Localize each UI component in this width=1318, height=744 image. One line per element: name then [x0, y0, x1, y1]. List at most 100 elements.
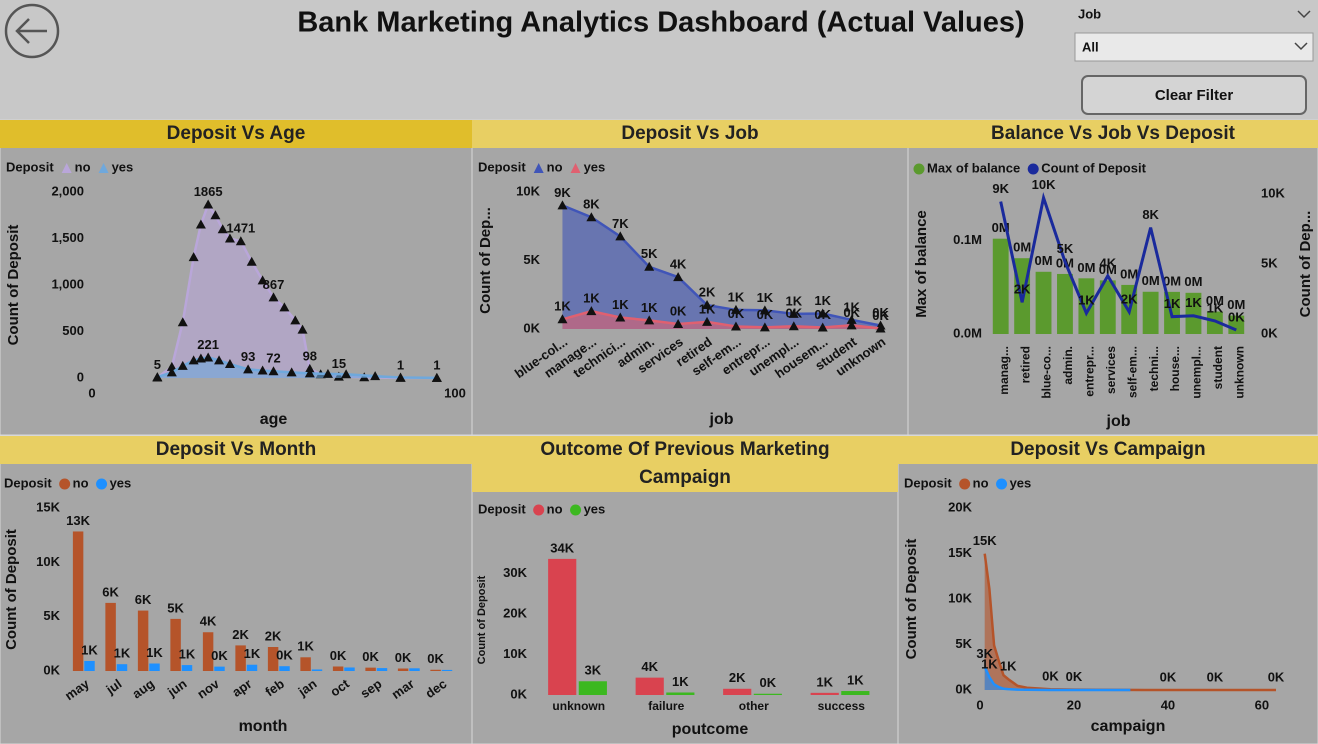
x-tick-label: entrepr... [1083, 346, 1097, 397]
data-label: 1K [672, 674, 689, 689]
bar [1057, 273, 1073, 334]
bar [992, 238, 1009, 334]
x-axis-title: job [1106, 413, 1131, 430]
back-button[interactable] [4, 3, 60, 59]
bar [332, 666, 344, 671]
data-label: 1471 [226, 221, 255, 236]
data-label: 0K [760, 675, 777, 690]
y-tick-label: 500 [62, 323, 84, 338]
data-label: 0K [728, 306, 745, 321]
data-label: 1K [583, 291, 600, 306]
page-title: Bank Marketing Analytics Dashboard (Actu… [297, 7, 1024, 39]
bar [311, 669, 323, 671]
data-label: 0M [1013, 240, 1031, 255]
y-tick-label: 30K [503, 565, 527, 580]
data-label: 0M [1120, 266, 1138, 281]
y-tick-label: 15K [948, 545, 972, 560]
legend-marker [533, 163, 544, 173]
data-label: 4K [641, 659, 658, 674]
y-tick-label: 0.1M [953, 232, 982, 247]
point-marker [152, 372, 163, 382]
legend-marker [570, 163, 581, 173]
bar [116, 664, 128, 671]
data-label: 0K [1268, 669, 1285, 684]
bar [1206, 311, 1223, 334]
data-label: 0K [211, 648, 228, 663]
data-label: 15K [973, 533, 997, 548]
dropdown-chevron[interactable] [1294, 42, 1308, 51]
point-marker [341, 369, 352, 379]
point-marker [290, 315, 301, 325]
data-label: 1K [244, 646, 261, 661]
x-tick-label: success [818, 699, 866, 713]
y-axis-title: Count of Deposit [5, 225, 22, 346]
point-marker [235, 236, 246, 246]
data-label: 0K [1066, 669, 1083, 684]
point-marker [177, 317, 188, 327]
legend-label: yes [584, 501, 606, 516]
filter-dropdown[interactable] [1074, 32, 1314, 62]
point-marker [702, 316, 713, 326]
point-marker [203, 199, 214, 209]
data-label: 2K [699, 284, 716, 299]
point-marker [217, 224, 228, 234]
data-label: 9K [554, 185, 571, 200]
data-label: 0K [1228, 309, 1245, 324]
data-label: 1 [397, 357, 404, 372]
series-line [562, 309, 881, 330]
point-marker [268, 366, 279, 376]
legend-marker [1027, 163, 1039, 175]
y-tick-label: 15K [36, 499, 60, 514]
back-circle[interactable] [4, 3, 60, 59]
clear-filter-label[interactable]: Clear Filter [1155, 87, 1234, 104]
filter-value[interactable]: All [1082, 39, 1099, 54]
data-label: 4K [200, 614, 217, 629]
y2-tick-label: 0K [1261, 325, 1278, 340]
y-tick-label: 10K [948, 590, 972, 605]
bar [105, 602, 116, 671]
filter-chevron[interactable] [1297, 10, 1311, 19]
y-axis-title: Count of Deposit [903, 539, 920, 660]
x-tick-label: other [739, 699, 769, 713]
panel-title: Deposit Vs Job [472, 120, 908, 148]
x-tick-label: techni... [1147, 346, 1161, 391]
bar [214, 666, 225, 671]
data-label: 4K [1099, 255, 1116, 270]
bar [137, 610, 149, 671]
point-marker [730, 304, 741, 314]
data-label: 34K [550, 540, 574, 555]
data-label: 2K [1014, 282, 1031, 297]
x-tick-label: unknown [552, 699, 605, 713]
legend-label: no [73, 475, 89, 490]
point-marker [759, 322, 770, 332]
bar [246, 664, 258, 671]
data-label: 98 [303, 348, 317, 363]
area-fill [157, 357, 437, 378]
y-tick-label: 0K [43, 662, 60, 677]
legend-marker [61, 163, 72, 173]
bar [1035, 271, 1052, 334]
data-label: 1K [1078, 293, 1095, 308]
data-label: 0K [362, 649, 379, 664]
data-label: 5K [641, 246, 658, 261]
x-tick-label: unempl... [1190, 346, 1204, 399]
point-marker [817, 308, 828, 318]
bar [235, 645, 246, 671]
y-axis-title: Max of balance [913, 210, 930, 318]
point-marker [279, 302, 290, 312]
bar [344, 667, 355, 671]
point-marker [586, 212, 597, 222]
bar [300, 657, 311, 671]
data-label: 0K [1042, 669, 1059, 684]
data-label: 1K [554, 299, 571, 314]
clear-filter-button[interactable] [1081, 75, 1307, 115]
legend-title: Deposit [6, 159, 54, 174]
bar [666, 692, 695, 695]
back-arrow[interactable] [15, 18, 47, 44]
data-label: 0K [757, 307, 774, 322]
data-label: 1K [981, 657, 998, 672]
data-label: 0K [276, 648, 293, 663]
data-label: 5K [167, 600, 184, 615]
point-marker [586, 306, 597, 316]
